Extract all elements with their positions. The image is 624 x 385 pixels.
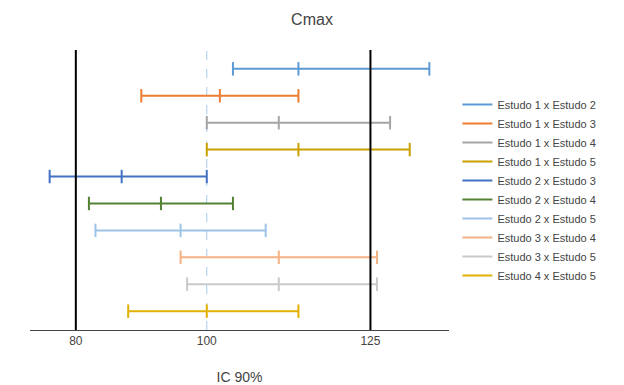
svg-text:Estudo 2 x Estudo 3: Estudo 2 x Estudo 3 bbox=[497, 175, 595, 187]
svg-text:Estudo 1 x Estudo 5: Estudo 1 x Estudo 5 bbox=[497, 156, 595, 168]
svg-text:Estudo 3 x Estudo 5: Estudo 3 x Estudo 5 bbox=[497, 251, 595, 263]
svg-text:Estudo 1 x Estudo 2: Estudo 1 x Estudo 2 bbox=[497, 99, 595, 111]
svg-text:Estudo 3 x Estudo 4: Estudo 3 x Estudo 4 bbox=[497, 232, 595, 244]
svg-text:IC 90%: IC 90% bbox=[217, 369, 263, 385]
svg-text:Cmax: Cmax bbox=[291, 11, 333, 28]
svg-text:Estudo 4 x Estudo 5: Estudo 4 x Estudo 5 bbox=[497, 270, 595, 282]
svg-text:125: 125 bbox=[360, 334, 380, 348]
svg-text:80: 80 bbox=[69, 334, 83, 348]
svg-text:Estudo 1 x Estudo 3: Estudo 1 x Estudo 3 bbox=[497, 118, 595, 130]
svg-text:Estudo 1 x Estudo 4: Estudo 1 x Estudo 4 bbox=[497, 137, 595, 149]
svg-text:Estudo 2 x Estudo 5: Estudo 2 x Estudo 5 bbox=[497, 213, 595, 225]
svg-text:100: 100 bbox=[197, 334, 217, 348]
svg-text:Estudo 2 x Estudo 4: Estudo 2 x Estudo 4 bbox=[497, 194, 595, 206]
